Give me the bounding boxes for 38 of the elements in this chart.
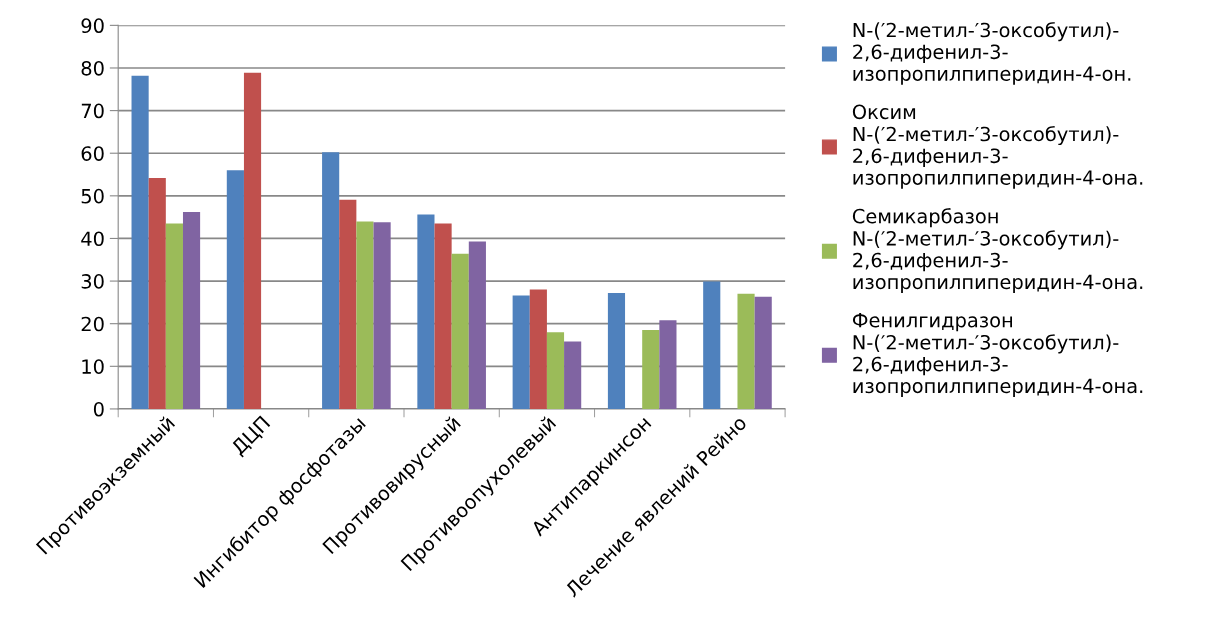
bar [546,332,565,409]
bar [165,223,183,409]
bar [322,152,340,409]
bar [451,253,469,409]
y-tick-label: 50 [81,188,104,204]
bar [434,223,452,409]
bar [737,293,755,409]
bar [339,199,357,409]
bar [417,214,435,409]
y-tick-label: 70 [81,103,104,119]
bar [659,320,677,409]
y-tick-label: 40 [81,231,104,247]
legend-label: Фенилгидразон N-(′2-метил-′3-оксобутил)-2,6-дифенил-3-изопропилпиперидин-4-она. [852,313,1143,397]
bar [512,295,530,409]
legend-label: N-(′2-метил-′3-оксобутил)-2,6-дифенил-3-изопропилпиперидин-4-он. [853,21,1131,85]
legend-label: Оксим N-(′2-метил-′3-оксобутил)-2,6-дифенил-3-изопропилпиперидин-4-она. [852,104,1143,189]
bar [642,330,660,409]
bar [356,221,374,409]
y-tick-label: 20 [81,316,104,332]
bar [607,293,626,409]
bar [564,341,582,409]
bar [226,170,244,409]
legend-label: Семикарбазон N-(′2-метил-′3-оксобутил)-2,6-дифенил-3-изопропилпиперидин-4-она. [852,208,1143,293]
y-tick-label: 30 [81,274,104,289]
bar [243,72,262,409]
bar [703,281,721,409]
y-tick-label: 10 [82,359,104,374]
bar [131,75,149,409]
y-tick-label: 80 [81,60,104,76]
bar [182,212,201,409]
y-tick-label: 90 [81,18,104,34]
bar [754,296,772,409]
y-tick-label: 0 [93,401,104,417]
y-tick-label: 60 [81,146,104,161]
bar [529,289,547,409]
bar [468,241,486,409]
bar [373,222,391,409]
bar [148,177,166,409]
